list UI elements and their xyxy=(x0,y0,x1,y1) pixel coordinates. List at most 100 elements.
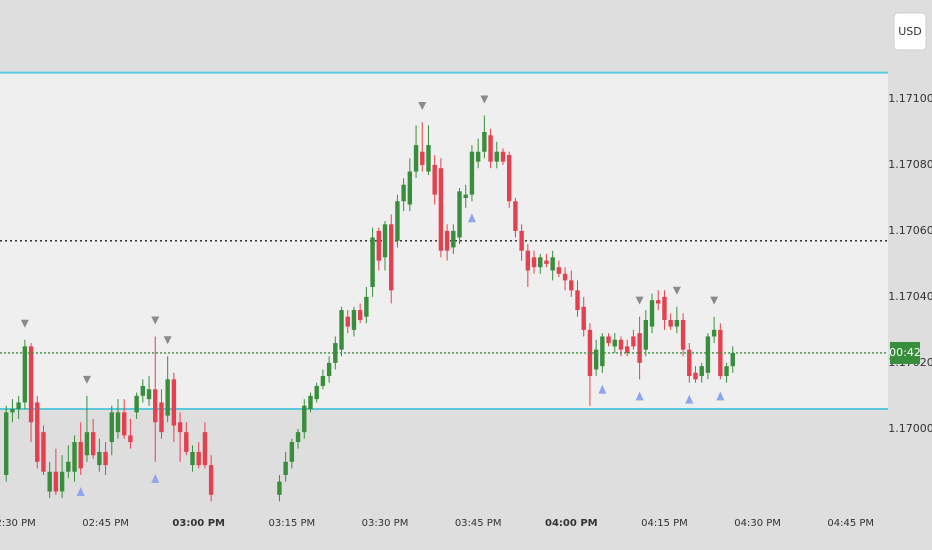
candle xyxy=(103,442,108,476)
candle-body xyxy=(22,346,28,403)
candle-body xyxy=(109,412,114,443)
candle xyxy=(153,336,158,462)
candle xyxy=(41,425,46,476)
candle xyxy=(177,412,183,462)
candle xyxy=(115,399,121,439)
candle xyxy=(97,438,102,472)
candle-body xyxy=(283,461,288,476)
candle xyxy=(339,306,344,357)
candle-body xyxy=(444,230,450,251)
candle xyxy=(53,448,59,495)
candle-body xyxy=(649,300,655,327)
candle xyxy=(184,422,189,456)
candle-body xyxy=(202,432,208,466)
candle-body xyxy=(463,194,468,198)
candle-body xyxy=(488,135,493,162)
candle-body xyxy=(475,151,481,162)
candle-body xyxy=(97,451,102,466)
signal-down xyxy=(710,296,719,305)
signal-down xyxy=(163,336,172,345)
signal-down xyxy=(20,319,29,328)
candle-body xyxy=(562,273,568,281)
candle xyxy=(475,138,481,169)
candle xyxy=(544,254,549,268)
candle-body xyxy=(53,471,59,492)
signal-down xyxy=(151,316,160,325)
candle xyxy=(35,395,40,469)
candle-body xyxy=(35,402,40,462)
candle xyxy=(525,244,531,287)
candle xyxy=(606,333,611,347)
candle-body xyxy=(699,366,704,377)
candle-body xyxy=(507,155,512,202)
x-tick-label: 03:30 PM xyxy=(362,518,409,529)
candle xyxy=(140,379,146,403)
candle xyxy=(519,224,524,261)
x-tick-label: 03:15 PM xyxy=(269,518,316,529)
candle xyxy=(494,141,499,169)
signal-down xyxy=(418,102,427,111)
candle xyxy=(401,178,406,212)
x-tick-label: 03:45 PM xyxy=(455,518,502,529)
candle-body xyxy=(165,379,170,416)
signal-down xyxy=(480,95,489,104)
candle xyxy=(538,254,543,274)
candle xyxy=(314,382,319,403)
candle-body xyxy=(208,465,214,495)
candle-body xyxy=(308,395,313,410)
candle-body xyxy=(668,319,673,327)
candle xyxy=(593,339,599,377)
plot-area xyxy=(0,71,888,502)
candle-body xyxy=(606,336,611,344)
candle xyxy=(457,188,462,245)
candle-body xyxy=(302,405,307,433)
candle-body xyxy=(320,376,326,386)
candle xyxy=(72,435,77,482)
candle-body xyxy=(730,352,735,367)
candle-body xyxy=(637,333,642,363)
candle-body xyxy=(28,346,34,423)
button-label[interactable]: USD xyxy=(898,25,922,38)
candle xyxy=(687,343,692,383)
candle xyxy=(420,122,425,172)
candle-body xyxy=(420,151,425,165)
candle-body xyxy=(500,151,506,162)
y-tick-label: 1.17000 xyxy=(888,422,932,435)
candle-body xyxy=(153,389,158,423)
candle-body xyxy=(581,306,586,330)
candle-body xyxy=(631,336,636,347)
candle xyxy=(382,221,388,271)
candle xyxy=(190,445,195,472)
candle xyxy=(550,250,555,281)
candle xyxy=(295,428,301,449)
candle-body xyxy=(90,432,96,456)
button-box[interactable] xyxy=(893,12,927,51)
candle-body xyxy=(72,442,77,472)
candle xyxy=(389,214,394,304)
candle xyxy=(575,280,580,317)
candle-body xyxy=(494,151,499,162)
candle-body xyxy=(662,296,667,320)
price-axis-panel xyxy=(888,0,932,550)
candle-body xyxy=(556,267,562,274)
candle xyxy=(320,369,326,390)
currency-button[interactable]: USD xyxy=(893,12,927,51)
candle xyxy=(90,418,96,459)
signal-up xyxy=(151,473,160,483)
candle xyxy=(165,356,170,423)
candle xyxy=(4,405,9,482)
candle xyxy=(10,399,15,423)
candle-body xyxy=(66,461,71,472)
candle xyxy=(581,296,586,337)
candle xyxy=(699,362,704,383)
candle-body xyxy=(407,171,413,205)
candle-body xyxy=(177,422,183,433)
candle-body xyxy=(4,412,9,476)
candle xyxy=(47,461,52,499)
candle xyxy=(370,227,375,297)
candle-body xyxy=(59,471,65,492)
candle xyxy=(22,339,28,410)
candle xyxy=(643,310,649,357)
candle-body xyxy=(575,290,580,311)
